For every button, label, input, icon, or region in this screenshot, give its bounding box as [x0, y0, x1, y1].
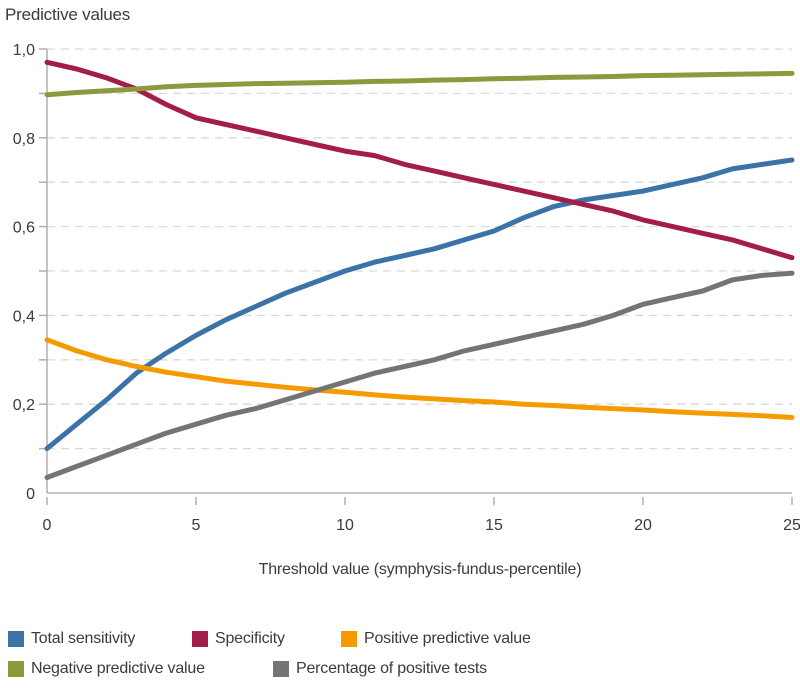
legend-label: Positive predictive value: [364, 629, 531, 647]
y-gridlines: [47, 48, 792, 450]
legend-row: Total sensitivity Specificity Positive pre…: [8, 628, 531, 649]
plot-area: 0 0,2 0,4 0,6 0,8 1,0 0 5 10 15 20 25: [13, 42, 800, 534]
legend-label: Total sensitivity: [31, 629, 136, 647]
series-line-percentage-of-positive-tests: [44, 270, 795, 480]
y-tick-label: 0,8: [13, 131, 35, 148]
legend-label: Specificity: [215, 629, 285, 647]
x-axis: 0 5 10 15 20 25: [43, 492, 800, 534]
y-tick-label: 0: [26, 486, 35, 503]
legend-swatch-total-sensitivity: [8, 630, 24, 647]
x-tick-label: 20: [634, 517, 652, 534]
x-tick-label: 15: [485, 517, 503, 534]
legend-item-positive-predictive-value: Positive predictive value: [341, 630, 531, 648]
legend-swatch-positive-predictive-value: [341, 630, 357, 647]
legend-swatch-percentage-of-positive-tests: [273, 660, 289, 677]
series-line-specificity: [44, 59, 795, 261]
chart-title: Predictive values: [5, 5, 131, 24]
legend-swatch-specificity: [192, 630, 208, 647]
y-tick-label: 0,4: [13, 308, 35, 325]
x-tick-label: 5: [192, 517, 201, 534]
legend-label: Percentage of positive tests: [296, 659, 487, 677]
y-axis: 0 0,2 0,4 0,6 0,8 1,0: [13, 42, 48, 503]
legend-item-percentage-of-positive-tests: Percentage of positive tests: [273, 660, 487, 678]
legend-row: Negative predictive value Percentage of p…: [8, 658, 531, 679]
legend-swatch-negative-predictive-value: [8, 660, 24, 677]
x-tick-label: 0: [43, 517, 52, 534]
series-line-total-sensitivity: [44, 157, 795, 452]
y-tick-label: 0,2: [13, 397, 35, 414]
y-tick-label: 1,0: [13, 42, 35, 59]
legend-item-negative-predictive-value: Negative predictive value: [8, 660, 273, 678]
series-line-negative-predictive-value: [44, 70, 795, 98]
legend-label: Negative predictive value: [31, 659, 205, 677]
legend: Total sensitivity Specificity Positive pre…: [8, 628, 531, 688]
legend-item-total-sensitivity: Total sensitivity: [8, 630, 192, 648]
series-line-positive-predictive-value: [44, 337, 795, 420]
legend-item-specificity: Specificity: [192, 630, 341, 648]
y-tick-label: 0,6: [13, 220, 35, 237]
x-tick-label: 25: [783, 517, 800, 534]
x-tick-label: 10: [336, 517, 354, 534]
x-axis-title: Threshold value (symphysis-fundus-percen…: [258, 561, 582, 578]
